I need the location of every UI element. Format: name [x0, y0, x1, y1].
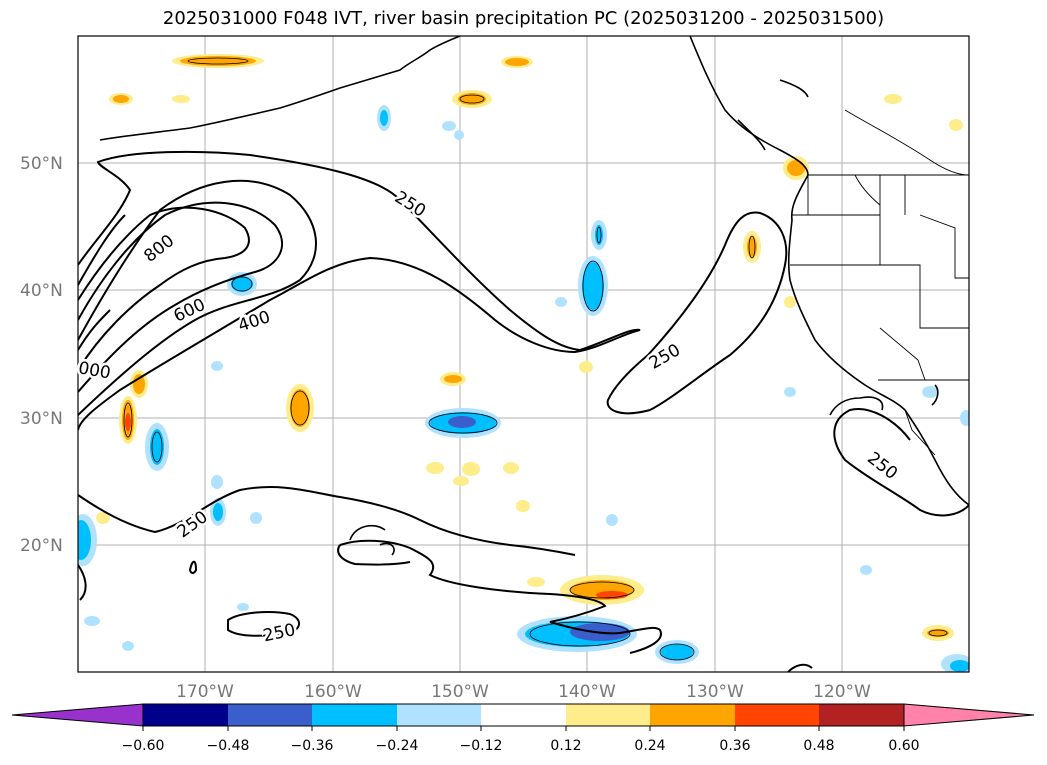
colorbar-tick: 0.36	[719, 738, 750, 754]
lon-label-160w: 160°W	[304, 682, 362, 702]
coastlines	[99, 36, 969, 556]
lon-label-150w: 150°W	[431, 682, 489, 702]
borders	[790, 109, 969, 456]
colorbar-tick: 0.12	[550, 738, 581, 754]
colorbar-tick: 0.24	[634, 738, 665, 754]
map-background	[78, 36, 969, 672]
lon-label-120w: 120°W	[813, 682, 871, 702]
colorbar-tick: −0.36	[291, 738, 334, 754]
colorbar-extend-high	[903, 703, 1035, 727]
colorbar-segment	[312, 704, 397, 726]
colorbar: −0.60 −0.48 −0.36 −0.24 −0.12 0.12 0.24 …	[11, 703, 1035, 754]
lat-label-40n: 40°N	[20, 281, 63, 301]
colorbar-segment	[819, 704, 904, 726]
colorbar-segment	[566, 704, 650, 726]
lon-label-140w: 140°W	[558, 682, 616, 702]
lon-label-170w: 170°W	[176, 682, 234, 702]
longitude-labels: 170°W 160°W 150°W 140°W 130°W 120°W	[176, 682, 871, 702]
colorbar-tick: 0.60	[888, 738, 919, 754]
ivt-contours	[78, 150, 969, 672]
colorbar-segment	[481, 704, 566, 726]
colorbar-segment	[228, 704, 312, 726]
gridlines	[78, 36, 969, 672]
lat-label-30n: 30°N	[20, 409, 63, 429]
lon-label-130w: 130°W	[686, 682, 744, 702]
colorbar-tick: −0.60	[122, 738, 165, 754]
colorbar-segment	[650, 704, 735, 726]
lat-label-20n: 20°N	[20, 536, 63, 556]
colorbar-tick: 0.48	[803, 738, 834, 754]
colorbar-tick: −0.48	[207, 738, 250, 754]
colorbar-segment	[143, 704, 228, 726]
colorbar-segment	[397, 704, 481, 726]
colorbar-tick: −0.24	[376, 738, 419, 754]
latitude-labels: 50°N 40°N 30°N 20°N	[20, 154, 63, 556]
colorbar-tick: −0.12	[460, 738, 503, 754]
colorbar-extend-low	[11, 703, 144, 727]
lat-label-50n: 50°N	[20, 154, 63, 174]
colorbar-segment	[735, 704, 819, 726]
chart-title: 2025031000 F048 IVT, river basin precipi…	[162, 8, 885, 29]
map-border	[77, 35, 970, 673]
pc-outlines	[123, 57, 948, 661]
